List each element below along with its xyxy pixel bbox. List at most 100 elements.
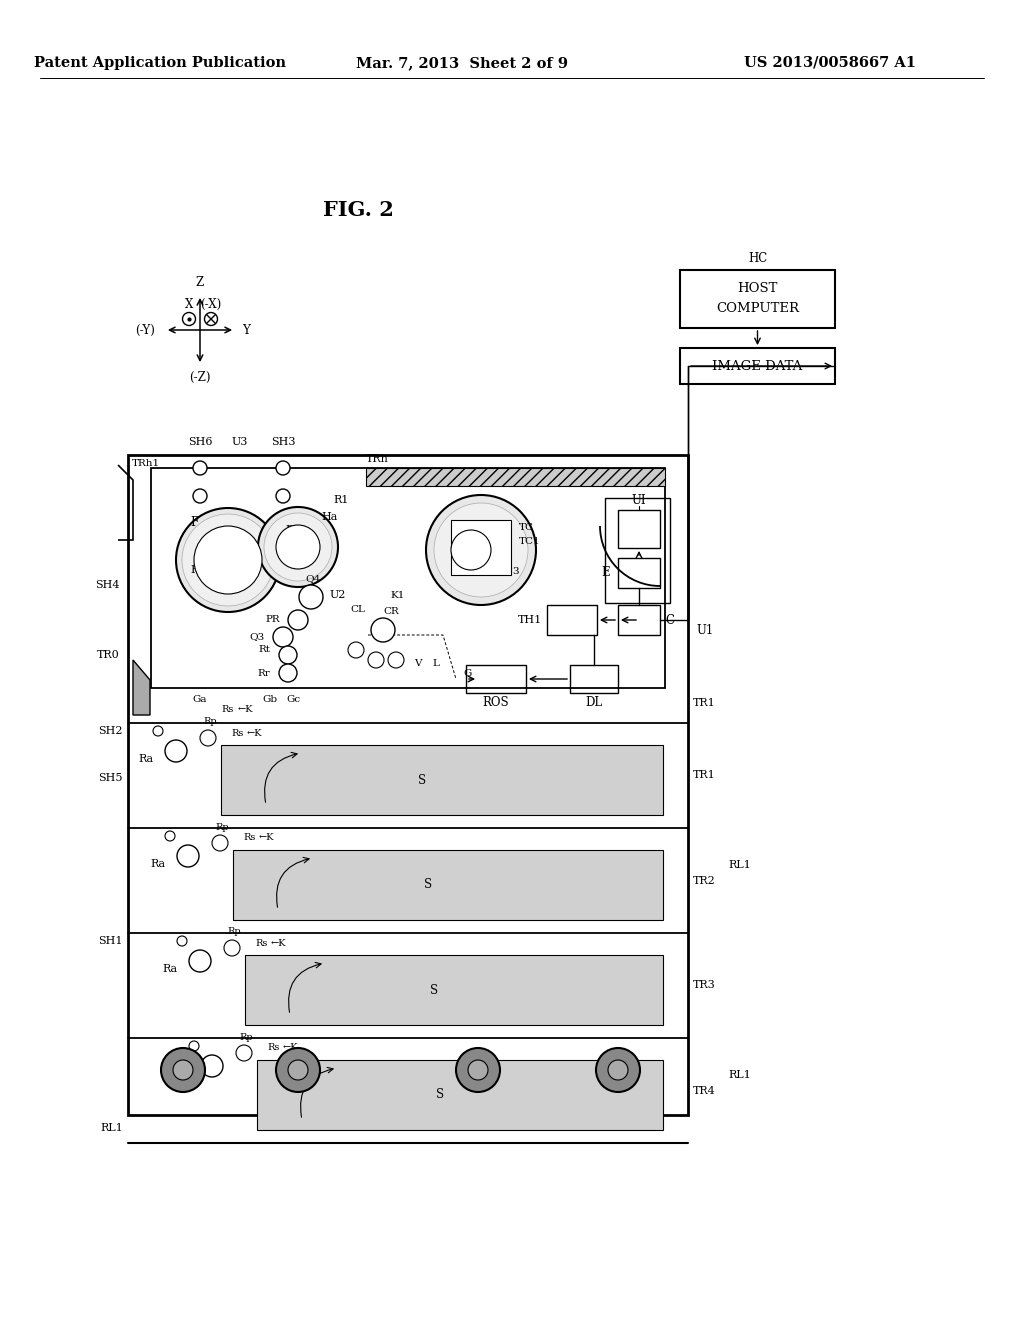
Text: ←K: ←K <box>270 939 286 948</box>
Circle shape <box>182 313 196 326</box>
Text: Rs: Rs <box>244 833 256 842</box>
Text: SH6: SH6 <box>187 437 212 447</box>
Circle shape <box>236 1045 252 1061</box>
Text: X: X <box>184 297 194 310</box>
Circle shape <box>161 1048 205 1092</box>
Text: UI: UI <box>632 494 646 507</box>
Circle shape <box>451 531 490 570</box>
Circle shape <box>434 503 528 597</box>
Text: RL1: RL1 <box>100 1123 123 1133</box>
Text: TC: TC <box>519 524 534 532</box>
Circle shape <box>348 642 364 657</box>
Text: Mar. 7, 2013  Sheet 2 of 9: Mar. 7, 2013 Sheet 2 of 9 <box>356 55 568 70</box>
Circle shape <box>273 627 293 647</box>
Text: PR: PR <box>265 615 280 624</box>
Circle shape <box>279 664 297 682</box>
Text: TRh1: TRh1 <box>132 459 160 469</box>
Text: K1: K1 <box>391 590 406 599</box>
Text: FIG. 2: FIG. 2 <box>323 201 393 220</box>
Circle shape <box>258 507 338 587</box>
Text: US 2013/0058667 A1: US 2013/0058667 A1 <box>744 55 916 70</box>
Text: (-X): (-X) <box>201 297 221 310</box>
Circle shape <box>371 618 395 642</box>
Circle shape <box>288 610 308 630</box>
Text: Q3: Q3 <box>250 632 265 642</box>
Bar <box>366 469 665 486</box>
Text: ROS: ROS <box>482 697 509 710</box>
Circle shape <box>189 1041 199 1051</box>
Text: RL1: RL1 <box>728 1071 751 1081</box>
Circle shape <box>276 461 290 475</box>
Text: SH5: SH5 <box>98 774 123 783</box>
Text: TC1: TC1 <box>519 537 541 546</box>
Circle shape <box>193 461 207 475</box>
Circle shape <box>177 845 199 867</box>
Circle shape <box>173 1060 193 1080</box>
Text: Rs: Rs <box>231 729 244 738</box>
Text: TH1: TH1 <box>518 615 542 624</box>
Circle shape <box>288 1060 308 1080</box>
Circle shape <box>608 1060 628 1080</box>
Text: Rp: Rp <box>215 822 228 832</box>
Polygon shape <box>133 660 150 715</box>
Text: Ra: Ra <box>139 754 154 764</box>
Text: E: E <box>601 566 610 579</box>
Bar <box>151 469 665 688</box>
Text: (-Z): (-Z) <box>189 371 211 384</box>
Text: CL: CL <box>350 606 366 615</box>
Text: (-Y): (-Y) <box>135 323 155 337</box>
Text: Rt: Rt <box>258 645 270 655</box>
Circle shape <box>200 730 216 746</box>
Text: Ra: Ra <box>151 859 166 869</box>
Text: Fh: Fh <box>286 525 300 535</box>
Text: TRh: TRh <box>366 454 389 465</box>
Bar <box>451 520 511 576</box>
Bar <box>680 271 835 327</box>
Circle shape <box>176 508 280 612</box>
Text: SH4: SH4 <box>95 579 120 590</box>
Text: TC3: TC3 <box>499 568 520 577</box>
Text: Gb: Gb <box>262 696 278 705</box>
Circle shape <box>426 495 536 605</box>
Circle shape <box>205 313 217 326</box>
Bar <box>547 605 597 635</box>
Text: SH3: SH3 <box>270 437 295 447</box>
Text: TR3: TR3 <box>693 981 716 990</box>
Text: TC2°: TC2° <box>460 545 482 554</box>
Text: Rs: Rs <box>268 1044 281 1052</box>
Circle shape <box>368 652 384 668</box>
Text: SH1: SH1 <box>98 936 123 946</box>
Circle shape <box>276 1048 319 1092</box>
Circle shape <box>276 488 290 503</box>
Text: CR: CR <box>383 607 399 616</box>
Bar <box>680 348 835 384</box>
Bar <box>618 558 660 587</box>
Text: G: G <box>464 668 472 677</box>
Text: U2: U2 <box>330 590 346 601</box>
Text: U1: U1 <box>696 623 714 636</box>
Text: HC: HC <box>748 252 767 264</box>
Circle shape <box>224 940 240 956</box>
Circle shape <box>201 1055 223 1077</box>
Text: R1: R1 <box>333 495 348 506</box>
Circle shape <box>456 1048 500 1092</box>
Text: TR1: TR1 <box>693 698 716 708</box>
Text: Rp: Rp <box>203 718 217 726</box>
Text: TR4: TR4 <box>693 1085 716 1096</box>
Text: Rs: Rs <box>256 939 268 948</box>
Text: RL1: RL1 <box>728 861 751 870</box>
Text: ←K: ←K <box>246 729 262 738</box>
Circle shape <box>193 488 207 503</box>
Text: DL: DL <box>586 697 602 710</box>
Text: Ga: Ga <box>193 696 207 705</box>
Text: Ha: Ha <box>322 512 338 521</box>
Text: Z: Z <box>196 276 204 289</box>
Circle shape <box>388 652 404 668</box>
Text: ←K: ←K <box>238 705 253 714</box>
Bar <box>570 665 618 693</box>
Bar <box>257 1060 663 1130</box>
Circle shape <box>165 832 175 841</box>
Text: Rp: Rp <box>227 928 241 936</box>
Bar <box>128 455 688 1115</box>
Circle shape <box>177 936 187 946</box>
